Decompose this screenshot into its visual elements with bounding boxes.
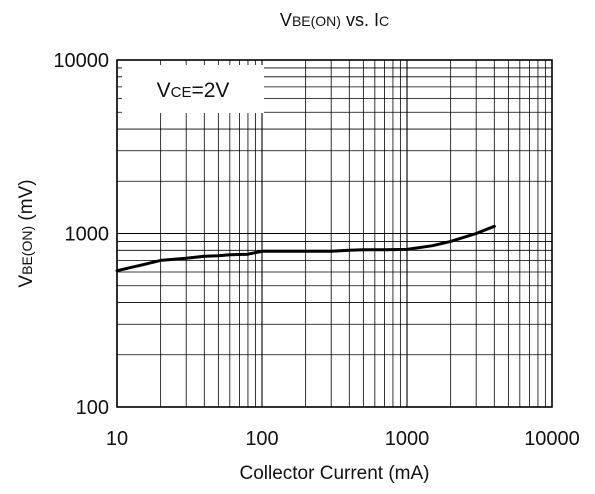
x-tick-label: 1000 [385,428,430,450]
x-tick-label: 10000 [524,428,580,450]
y-axis-label: VBE(ON) (mV) [16,179,37,287]
x-axis-label: Collector Current (mA) [239,463,429,484]
annotation-text: VCE=2V [157,79,230,102]
y-tick-label: 100 [76,397,109,419]
y-tick-label: 1000 [65,224,110,246]
chart-title: VBE(ON) vs. IC [280,10,389,30]
y-tick-label: 10000 [53,50,109,72]
x-tick-label: 100 [245,428,278,450]
x-tick-label: 10 [106,428,128,450]
annotation-layer: VCE=2V [122,65,264,113]
